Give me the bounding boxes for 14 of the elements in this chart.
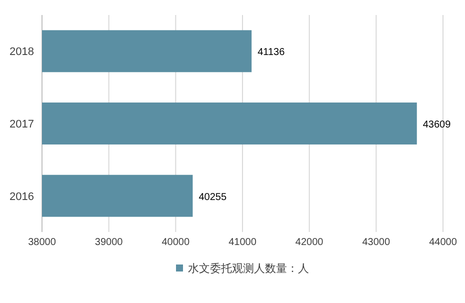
x-tick-label: 42000: [295, 237, 324, 248]
data-label: 43609: [422, 120, 452, 130]
y-tick-label: 2016: [10, 190, 34, 203]
x-tick-label: 38000: [28, 237, 56, 248]
x-tick-label: 41000: [228, 237, 257, 248]
y-tick-label: 2017: [10, 118, 34, 130]
legend-label: 水文委托观测人数量：人: [188, 262, 309, 275]
y-tick-label: 2018: [10, 46, 34, 58]
data-label: 41136: [258, 47, 286, 58]
x-tick-label: 44000: [429, 237, 458, 248]
x-tick-label: 43000: [362, 237, 391, 248]
x-tick-label: 39000: [94, 237, 124, 248]
x-tick-label: 40000: [162, 237, 190, 248]
data-label: 40255: [198, 192, 227, 203]
